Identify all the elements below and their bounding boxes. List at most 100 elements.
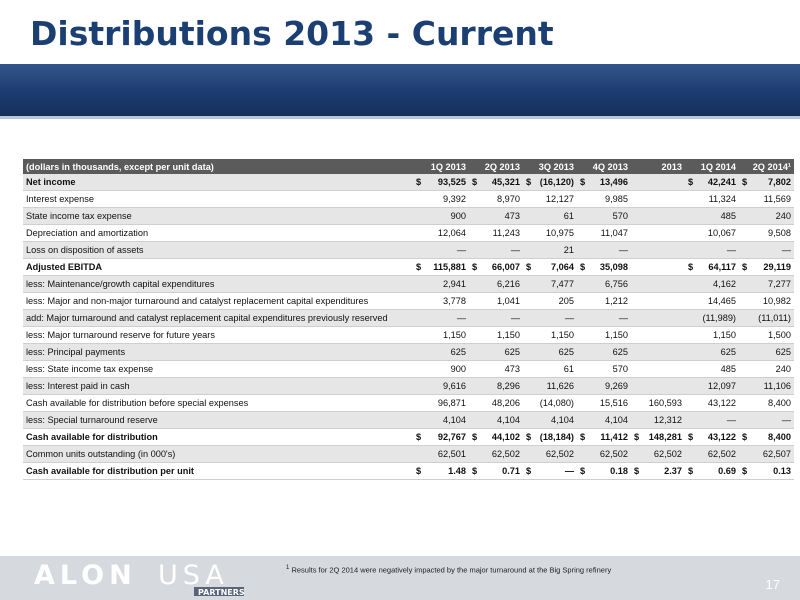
table-cell: —	[685, 411, 739, 429]
table-cell: —	[413, 309, 469, 327]
table-cell: —	[739, 241, 794, 259]
table-cell	[631, 343, 685, 361]
table-cell: $64,117	[685, 258, 739, 276]
table-cell: 160,593	[631, 394, 685, 412]
table-cell: 625	[413, 343, 469, 361]
table-cell: 62,502	[469, 445, 523, 463]
table-cell: 10,982	[739, 292, 794, 310]
table-cell: 8,970	[469, 190, 523, 208]
table-row: less: State income tax expense 900 473 61 57…	[23, 360, 794, 378]
table-cell: 21	[523, 241, 577, 259]
table-cell: 9,269	[577, 377, 631, 395]
table-cell: —	[577, 309, 631, 327]
svg-text:ALON: ALON	[34, 560, 137, 591]
table-cell: $35,098	[577, 258, 631, 276]
table-cell	[631, 292, 685, 310]
table-cell: 11,626	[523, 377, 577, 395]
table-cell: 625	[685, 343, 739, 361]
table-cell: (11,989)	[685, 309, 739, 327]
table-cell: 473	[469, 207, 523, 225]
table-header-row: (dollars in thousands, except per unit d…	[23, 159, 794, 174]
column-header-period: 2Q 2014¹	[739, 159, 794, 174]
table-cell: 6,756	[577, 275, 631, 293]
table-row: less: Special turnaround reserve 4,104 4,1…	[23, 411, 794, 429]
row-label: Common units outstanding (in 000's)	[23, 445, 413, 463]
table-cell: 1,500	[739, 326, 794, 344]
table-cell: $0.71	[469, 462, 523, 480]
table-cell: 240	[739, 360, 794, 378]
table-cell: 11,243	[469, 224, 523, 242]
alon-usa-logo: ALON USA PARTNERS	[34, 560, 244, 597]
table-cell: 4,104	[577, 411, 631, 429]
row-label: Adjusted EBITDA	[23, 258, 413, 276]
row-label: Cash available for distribution before s…	[23, 394, 413, 412]
table-cell: —	[685, 241, 739, 259]
column-header-period: 3Q 2013	[523, 159, 577, 174]
table-cell: 240	[739, 207, 794, 225]
table-row: Loss on disposition of assets — —21— — —	[23, 241, 794, 259]
table-cell: —	[469, 241, 523, 259]
table-cell	[631, 258, 685, 276]
table-cell: $13,496	[577, 174, 631, 191]
table-cell	[631, 174, 685, 191]
table-cell	[631, 224, 685, 242]
table-cell: 1,150	[413, 326, 469, 344]
table-cell: 1,041	[469, 292, 523, 310]
table-cell: 485	[685, 360, 739, 378]
table-cell: 4,104	[523, 411, 577, 429]
table-cell	[631, 360, 685, 378]
table-cell: 11,106	[739, 377, 794, 395]
table-cell: 61	[523, 207, 577, 225]
table-cell: 48,206	[469, 394, 523, 412]
table-cell: 625	[739, 343, 794, 361]
table-cell: 570	[577, 207, 631, 225]
table-cell: $11,412	[577, 428, 631, 446]
table-cell: 12,064	[413, 224, 469, 242]
table-cell: 14,465	[685, 292, 739, 310]
table-cell: 1,212	[577, 292, 631, 310]
row-label: Net income	[23, 174, 413, 191]
table-row: Net income $93,525 $45,321 $ (16,120) $13,496…	[23, 174, 794, 191]
row-label: less: State income tax expense	[23, 360, 413, 378]
table-cell: 8,296	[469, 377, 523, 395]
table-cell: (14,080)	[523, 394, 577, 412]
table-cell: 9,392	[413, 190, 469, 208]
table-cell: 15,516	[577, 394, 631, 412]
table-cell: 6,216	[469, 275, 523, 293]
financial-table: (dollars in thousands, except per unit d…	[23, 159, 794, 480]
row-label: Cash available for distribution	[23, 428, 413, 446]
table-cell	[631, 190, 685, 208]
row-label: add: Major turnaround and catalyst repla…	[23, 309, 413, 327]
table-cell: 12,127	[523, 190, 577, 208]
table-cell: 62,501	[413, 445, 469, 463]
table-row: less: Interest paid in cash 9,616 8,296 11,…	[23, 377, 794, 395]
table-row: less: Major turnaround reserve for futur…	[23, 326, 794, 344]
table-cell: $92,767	[413, 428, 469, 446]
table-cell: 570	[577, 360, 631, 378]
table-cell	[631, 326, 685, 344]
column-header-period: 1Q 2014	[685, 159, 739, 174]
row-label: State income tax expense	[23, 207, 413, 225]
table-cell: —	[577, 241, 631, 259]
table-cell: 473	[469, 360, 523, 378]
row-label: less: Major and non-major turnaround and…	[23, 292, 413, 310]
table-row: Cash available for distribution before s…	[23, 394, 794, 412]
footnote: 1 Results for 2Q 2014 were negatively im…	[286, 565, 612, 575]
table-cell: $29,119	[739, 258, 794, 276]
table-cell: 10,975	[523, 224, 577, 242]
table-cell	[631, 207, 685, 225]
table-cell: $0.69	[685, 462, 739, 480]
table-cell: 62,502	[631, 445, 685, 463]
table-cell: 62,502	[685, 445, 739, 463]
table-cell: 12,097	[685, 377, 739, 395]
column-header-description: (dollars in thousands, except per unit d…	[23, 159, 413, 174]
banner-divider	[0, 116, 800, 119]
row-label: Interest expense	[23, 190, 413, 208]
table-cell: $8,400	[739, 428, 794, 446]
table-cell: 485	[685, 207, 739, 225]
column-header-period: 1Q 2013	[413, 159, 469, 174]
table-cell: 62,507	[739, 445, 794, 463]
table-cell: 625	[469, 343, 523, 361]
table-cell: 205	[523, 292, 577, 310]
page-title: Distributions 2013 - Current	[30, 14, 554, 53]
